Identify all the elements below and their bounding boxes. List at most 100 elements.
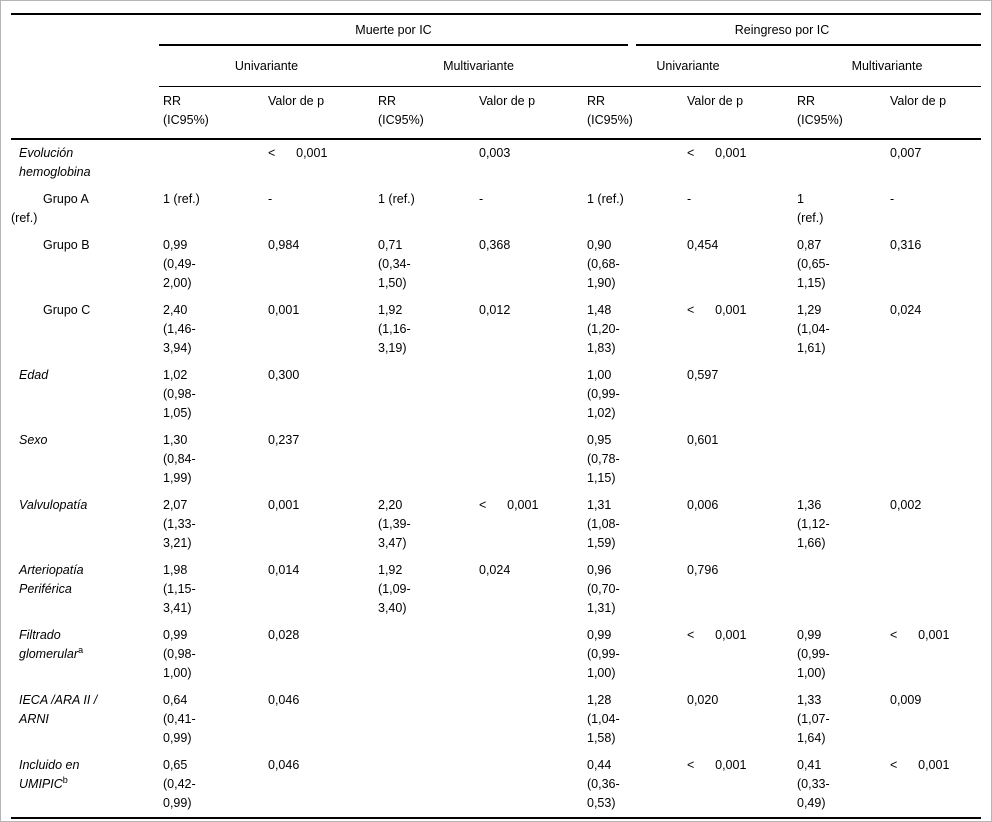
column-header-rr-3: RR (IC95%) xyxy=(583,86,683,140)
table-cell: 0,009 xyxy=(890,693,922,707)
subheader-row: Univariante Multivariante Univariante Mu… xyxy=(11,46,981,87)
table-cell: 0,984 xyxy=(268,238,300,252)
row-label-cell: Edad xyxy=(11,362,159,427)
table-cell: < 0,001 xyxy=(890,628,950,642)
table-cell: 0,64 (0,41- 0,99) xyxy=(163,693,196,745)
table-cell: < 0,001 xyxy=(687,628,747,642)
row-label-cell: Grupo B xyxy=(11,232,159,297)
row-label: Grupo C xyxy=(43,303,91,317)
table-cell xyxy=(793,427,886,492)
table-row: Valvulopatía 2,07 (1,33- 3,21) 0,001 2,2… xyxy=(11,492,981,557)
group-label-reingreso: Reingreso por IC xyxy=(734,23,830,37)
table-cell: 0,024 xyxy=(890,303,922,317)
row-label-cell: IECA /ARA II / ARNI xyxy=(11,687,159,752)
table-cell: 1,92 (1,16- 3,19) xyxy=(378,303,411,355)
table-cell: 0,002 xyxy=(890,498,922,512)
table-cell: 1,00 (0,99- 1,02) xyxy=(587,368,620,420)
table-cell xyxy=(475,622,583,687)
column-header-rr-1: RR (IC95%) xyxy=(159,86,264,140)
row-label: Sexo xyxy=(19,433,48,447)
table-cell: 0,96 (0,70- 1,31) xyxy=(587,563,620,615)
table-cell: 1 (ref.) xyxy=(378,192,415,206)
column-header-p-4: Valor de p xyxy=(886,86,981,140)
table-cell: 0,024 xyxy=(479,563,511,577)
table-cell: 0,046 xyxy=(268,758,300,772)
table-cell: 2,40 (1,46- 3,94) xyxy=(163,303,196,355)
table-row: IECA /ARA II / ARNI 0,64 (0,41- 0,99) 0,… xyxy=(11,687,981,752)
group-underline-reingreso xyxy=(636,44,981,46)
table-cell: 2,20 (1,39- 3,47) xyxy=(378,498,411,550)
table-cell: 1,48 (1,20- 1,83) xyxy=(587,303,620,355)
table-cell: - xyxy=(890,192,895,206)
table-row: Incluido en UMIPICb 0,65 (0,42- 0,99) 0,… xyxy=(11,752,981,818)
column-header-rr-2: RR (IC95%) xyxy=(374,86,475,140)
table-cell xyxy=(793,557,886,622)
table-cell: 1,92 (1,09- 3,40) xyxy=(378,563,411,615)
row-label-superscript: b xyxy=(62,774,68,785)
table-cell xyxy=(886,362,981,427)
column-header-rr-4: RR (IC95%) xyxy=(793,86,886,140)
column-header-stub xyxy=(11,86,159,140)
table-cell: < 0,001 xyxy=(687,146,747,160)
row-label-cell: Incluido en UMIPICb xyxy=(11,752,159,818)
table-cell: 0,237 xyxy=(268,433,300,447)
table-cell: 0,95 (0,78- 1,15) xyxy=(587,433,620,485)
table-cell xyxy=(475,427,583,492)
table-cell: 0,99 (0,99- 1,00) xyxy=(797,628,830,680)
row-label-cell: Filtrado glomerulara xyxy=(11,622,159,687)
table-cell: 0,046 xyxy=(268,693,300,707)
table-cell: 0,65 (0,42- 0,99) xyxy=(163,758,196,810)
column-header-p-1: Valor de p xyxy=(264,86,374,140)
table-cell: < 0,001 xyxy=(479,498,539,512)
table-cell: 1 (ref.) xyxy=(797,192,824,225)
subheader-stub-cell xyxy=(11,46,159,87)
table-cell: 0,001 xyxy=(268,498,300,512)
table-cell xyxy=(475,687,583,752)
row-label-cell: Arteriopatía Periférica xyxy=(11,557,159,622)
table-row: Sexo 1,30 (0,84- 1,99) 0,237 0,95 (0,78-… xyxy=(11,427,981,492)
table-row: Grupo B 0,99 (0,49- 2,00) 0,984 0,71 (0,… xyxy=(11,232,981,297)
table-cell: 0,012 xyxy=(479,303,511,317)
table-row: Grupo A (ref.) 1 (ref.) - 1 (ref.) - 1 (… xyxy=(11,186,981,232)
table-cell: < 0,001 xyxy=(687,758,747,772)
table-cell: 2,07 (1,33- 3,21) xyxy=(163,498,196,550)
table-cell: 0,028 xyxy=(268,628,300,642)
table-row: Filtrado glomerulara 0,99 (0,98- 1,00) 0… xyxy=(11,622,981,687)
column-header-p-2: Valor de p xyxy=(475,86,583,140)
table-cell: 1,29 (1,04- 1,61) xyxy=(797,303,830,355)
table-cell: 0,020 xyxy=(687,693,719,707)
table-cell: 1,36 (1,12- 1,66) xyxy=(797,498,830,550)
row-label: Grupo A (ref.) xyxy=(11,192,89,225)
table-cell: < 0,001 xyxy=(687,303,747,317)
table-header: Muerte por IC Reingreso por IC Univarian… xyxy=(11,14,981,140)
table-cell xyxy=(374,622,475,687)
group-label-muerte: Muerte por IC xyxy=(355,23,432,37)
table-cell: 0,99 (0,49- 2,00) xyxy=(163,238,196,290)
table-cell: 0,44 (0,36- 0,53) xyxy=(587,758,620,810)
table-row: Arteriopatía Periférica 1,98 (1,15- 3,41… xyxy=(11,557,981,622)
table-cell xyxy=(374,139,475,186)
group-underline-muerte xyxy=(159,44,628,46)
results-table: Muerte por IC Reingreso por IC Univarian… xyxy=(11,13,981,819)
table-cell: 1 (ref.) xyxy=(163,192,200,206)
table-cell: 1,28 (1,04- 1,58) xyxy=(587,693,620,745)
table-cell: 0,796 xyxy=(687,563,719,577)
table-cell: 1,98 (1,15- 3,41) xyxy=(163,563,196,615)
table-cell xyxy=(886,427,981,492)
group-header-row: Muerte por IC Reingreso por IC xyxy=(11,14,981,46)
table-cell: 0,99 (0,99- 1,00) xyxy=(587,628,620,680)
table-cell: 0,71 (0,34- 1,50) xyxy=(378,238,411,290)
row-label: Arteriopatía Periférica xyxy=(19,563,84,596)
table-cell: 1,33 (1,07- 1,64) xyxy=(797,693,830,745)
table-cell: 0,316 xyxy=(890,238,922,252)
table-cell: 0,014 xyxy=(268,563,300,577)
table-cell: 0,87 (0,65- 1,15) xyxy=(797,238,830,290)
group-header-muerte: Muerte por IC xyxy=(159,14,628,46)
row-label: Grupo B xyxy=(43,238,90,252)
row-label: Valvulopatía xyxy=(19,498,88,512)
table-cell xyxy=(374,362,475,427)
table-cell: - xyxy=(268,192,273,206)
row-label: Incluido en UMIPIC xyxy=(19,758,80,791)
row-label: Filtrado glomerular xyxy=(19,628,79,661)
table-cell: 1,02 (0,98- 1,05) xyxy=(163,368,196,420)
